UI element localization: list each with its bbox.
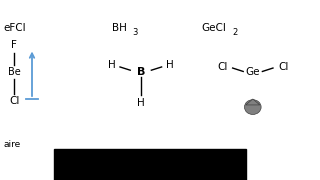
Text: F: F <box>12 40 17 50</box>
Text: aire: aire <box>3 140 20 149</box>
Text: 2: 2 <box>232 28 237 37</box>
Text: GeCl: GeCl <box>202 23 227 33</box>
Text: Be: Be <box>8 67 21 77</box>
Text: Cl: Cl <box>9 96 20 106</box>
Ellipse shape <box>244 100 261 114</box>
Text: 3: 3 <box>132 28 137 37</box>
Text: B: B <box>137 67 145 77</box>
Text: H: H <box>166 60 173 70</box>
Text: BH: BH <box>112 23 127 33</box>
Polygon shape <box>246 99 260 105</box>
Text: H: H <box>137 98 145 108</box>
Text: Cl: Cl <box>217 62 228 73</box>
Text: H: H <box>108 60 116 70</box>
Text: Cl: Cl <box>278 62 288 73</box>
Bar <box>54 149 246 180</box>
Text: Ge: Ge <box>245 67 260 77</box>
Text: eFCl: eFCl <box>3 23 26 33</box>
